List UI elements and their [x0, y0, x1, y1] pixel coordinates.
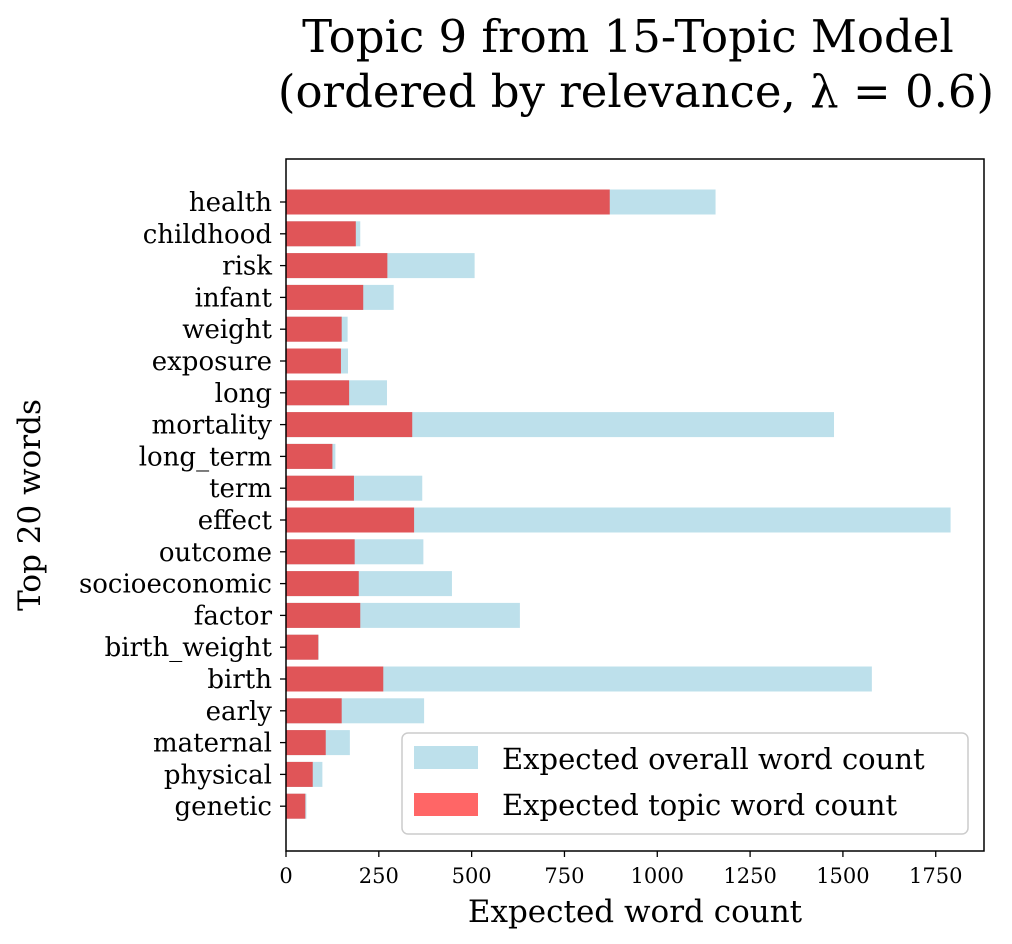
y-tick-labels: healthchildhoodriskinfantweightexposurel…	[79, 188, 286, 822]
y-axis-label: Top 20 words	[12, 399, 48, 611]
legend-swatch-overall	[414, 746, 478, 769]
y-tick-label-physical: physical	[164, 760, 272, 790]
plot-frame	[285, 158, 985, 852]
x-tick-label: 500	[452, 864, 492, 888]
y-tick-label-infant: infant	[195, 283, 273, 313]
topic-bar-health	[286, 189, 610, 215]
legend: Expected overall word count Expected top…	[401, 732, 969, 835]
topic-bar-genetic	[286, 793, 306, 819]
topic-bar-birth_weight	[286, 634, 319, 660]
y-tick-label-term: term	[209, 474, 272, 504]
y-tick-label-risk: risk	[222, 252, 272, 282]
topic-bar-long	[286, 380, 350, 406]
bars-layer	[286, 189, 951, 819]
y-tick-label-long_term: long_term	[139, 442, 272, 472]
x-tick-label: 1250	[723, 864, 776, 888]
x-tick-label: 1000	[631, 864, 684, 888]
x-tick-label: 250	[359, 864, 399, 888]
y-tick-label-weight: weight	[182, 315, 272, 345]
topic-bar-long_term	[286, 443, 333, 469]
y-tick-label-birth: birth	[207, 665, 272, 695]
topic-bar-risk	[286, 253, 388, 279]
x-tick-label: 1750	[909, 864, 962, 888]
y-tick-label-exposure: exposure	[152, 347, 272, 377]
topic-bar-childhood	[286, 221, 356, 247]
chart-title-line-2: (ordered by relevance, λ = 0.6)	[278, 65, 994, 118]
y-tick-label-genetic: genetic	[175, 792, 273, 822]
y-tick-label-effect: effect	[198, 506, 273, 536]
x-axis-label: Expected word count	[468, 894, 803, 930]
topic-bar-physical	[286, 761, 313, 787]
legend-label-topic: Expected topic word count	[502, 788, 897, 822]
topic-bar-factor	[286, 602, 361, 628]
topic-bar-outcome	[286, 539, 355, 565]
legend-swatch-topic	[414, 793, 478, 816]
topic-bar-exposure	[286, 348, 341, 374]
y-tick-label-health: health	[189, 188, 272, 218]
chart-title-line-1: Topic 9 from 15-Topic Model	[302, 10, 954, 63]
x-tick-labels: 0 250 500 750 1000 1250 1500 1750	[279, 851, 962, 888]
y-tick-label-birth_weight: birth_weight	[105, 633, 273, 663]
topic-bar-term	[286, 475, 354, 501]
x-tick-label: 1500	[816, 864, 869, 888]
topic-bar-infant	[286, 284, 364, 310]
overall-bar-birth	[286, 666, 872, 692]
y-tick-label-factor: factor	[194, 601, 273, 631]
topic-bar-early	[286, 698, 342, 724]
topic-bar-socioeconomic	[286, 571, 359, 597]
y-tick-label-mortality: mortality	[152, 411, 273, 441]
x-tick-label: 0	[279, 864, 292, 888]
topic-bar-birth	[286, 666, 384, 692]
y-tick-label-outcome: outcome	[159, 538, 272, 568]
y-tick-label-socioeconomic: socioeconomic	[79, 570, 272, 600]
topic-bar-weight	[286, 316, 342, 342]
y-tick-label-early: early	[206, 697, 273, 727]
topic-bar-effect	[286, 507, 415, 533]
legend-label-overall: Expected overall word count	[502, 742, 925, 776]
x-tick-label: 750	[544, 864, 584, 888]
y-tick-label-maternal: maternal	[153, 729, 272, 759]
topic-bar-maternal	[286, 730, 326, 756]
y-tick-label-long: long	[215, 379, 272, 409]
y-tick-label-childhood: childhood	[143, 220, 272, 250]
topic-bar-mortality	[286, 412, 413, 438]
legend-frame	[401, 732, 969, 835]
